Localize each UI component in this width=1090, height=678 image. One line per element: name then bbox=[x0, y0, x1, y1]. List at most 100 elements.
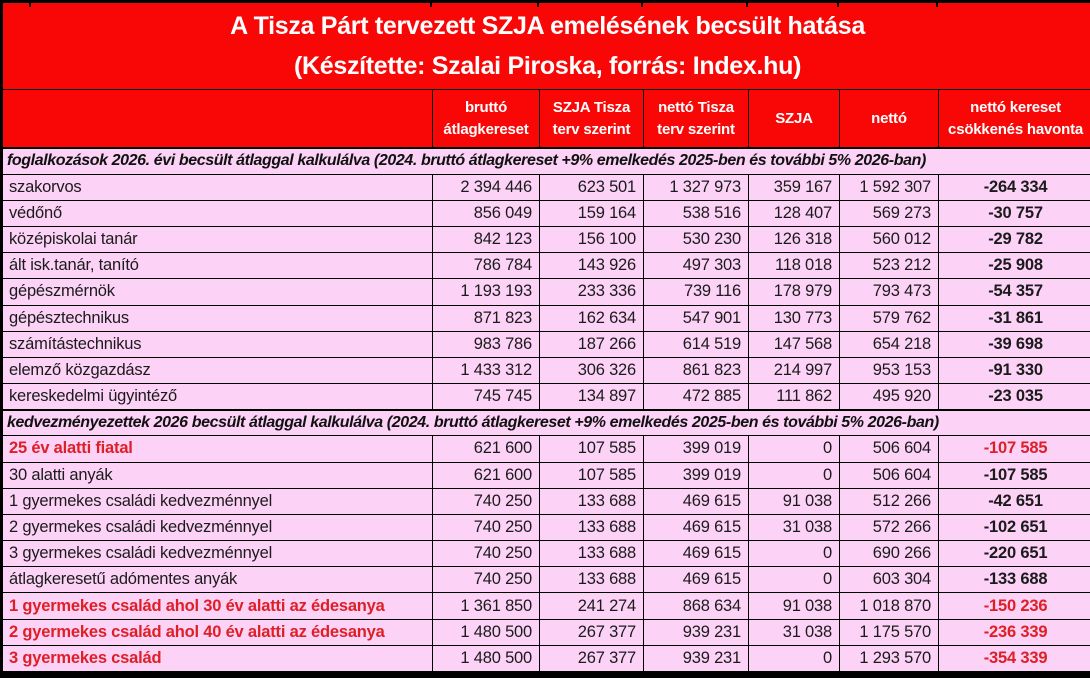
value-cell: 786 784 bbox=[432, 252, 540, 280]
row-label: kereskedelmi ügyintéző bbox=[2, 383, 433, 411]
value-cell: 1 175 570 bbox=[839, 618, 939, 646]
value-cell: 547 901 bbox=[643, 304, 749, 332]
value-cell: 91 038 bbox=[748, 487, 840, 515]
value-cell: 1 480 500 bbox=[432, 644, 540, 673]
value-cell: 130 773 bbox=[748, 304, 840, 332]
value-cell: 506 604 bbox=[839, 435, 939, 463]
value-cell: 1 592 307 bbox=[839, 173, 939, 201]
section-header-row: kedvezményezettek 2026 becsült átlaggal … bbox=[1, 408, 1090, 437]
net-decrease-cell: -30 757 bbox=[937, 199, 1090, 228]
value-cell: 118 018 bbox=[748, 252, 840, 280]
section-header: foglalkozások 2026. évi becsült átlaggal… bbox=[1, 146, 1090, 175]
col-header-netto-tisza-terv: nettó Tisza terv szerint bbox=[643, 89, 749, 149]
col-header-netto: nettó bbox=[839, 89, 939, 149]
net-decrease-cell: -29 782 bbox=[937, 226, 1090, 254]
table-row: 2 gyermekes család ahol 40 év alatti az … bbox=[2, 618, 1090, 646]
table-row: szakorvos 2 394 446 623 501 1 327 973 359 16… bbox=[2, 173, 1090, 201]
value-cell: 469 615 bbox=[643, 540, 749, 568]
value-cell: 128 407 bbox=[748, 199, 840, 228]
grid-tick bbox=[430, 2, 432, 7]
title-line-1: A Tisza Párt tervezett SZJA emelésének b… bbox=[230, 12, 865, 40]
value-cell: 793 473 bbox=[839, 278, 939, 306]
value-cell: 623 501 bbox=[539, 173, 644, 201]
value-cell: 126 318 bbox=[748, 226, 840, 254]
table-row: számítástechnikus 983 786 187 266 614 519 14… bbox=[2, 330, 1090, 358]
value-cell: 107 585 bbox=[539, 435, 644, 463]
table-row: középiskolai tanár 842 123 156 100 530 230 1… bbox=[2, 226, 1090, 254]
value-cell: 740 250 bbox=[432, 566, 540, 594]
table-row: 25 év alatti fiatal 621 600 107 585 399 019… bbox=[2, 435, 1090, 463]
section-header: kedvezményezettek 2026 becsült átlaggal … bbox=[1, 408, 1090, 437]
value-cell: 745 745 bbox=[432, 383, 540, 411]
row-label: védőnő bbox=[2, 199, 433, 228]
value-cell: 0 bbox=[748, 644, 840, 673]
value-cell: 214 997 bbox=[748, 356, 840, 385]
net-decrease-cell: -31 861 bbox=[937, 304, 1090, 332]
value-cell: 614 519 bbox=[643, 330, 749, 358]
row-label: 30 alatti anyák bbox=[2, 461, 433, 489]
value-cell: 740 250 bbox=[432, 540, 540, 568]
row-label: gépészmérnök bbox=[2, 278, 433, 306]
table-row: ált isk.tanár, tanító 786 784 143 926 497 3… bbox=[2, 252, 1090, 280]
value-cell: 569 273 bbox=[839, 199, 939, 228]
row-label: szakorvos bbox=[2, 173, 433, 201]
table-row: 3 gyermekes családi kedvezménnyel 740 250… bbox=[2, 540, 1090, 568]
value-cell: 1 433 312 bbox=[432, 356, 540, 385]
row-label: 3 gyermekes családi kedvezménnyel bbox=[2, 540, 433, 568]
value-cell: 1 327 973 bbox=[643, 173, 749, 201]
value-cell: 0 bbox=[748, 435, 840, 463]
table-row: védőnő 856 049 159 164 538 516 128 407 569 27… bbox=[2, 199, 1090, 228]
table-row: elemző közgazdász 1 433 312 306 326 861 823… bbox=[2, 356, 1090, 385]
net-decrease-cell: -236 339 bbox=[937, 618, 1090, 646]
section-header-row: foglalkozások 2026. évi becsült átlaggal… bbox=[1, 146, 1090, 175]
net-decrease-cell: -150 236 bbox=[937, 592, 1090, 620]
row-label: ált isk.tanár, tanító bbox=[2, 252, 433, 280]
value-cell: 162 634 bbox=[539, 304, 644, 332]
net-decrease-cell: -133 688 bbox=[937, 566, 1090, 594]
value-cell: 983 786 bbox=[432, 330, 540, 358]
row-label: 1 gyermekes család ahol 30 év alatti az … bbox=[2, 592, 433, 620]
value-cell: 133 688 bbox=[539, 513, 644, 542]
value-cell: 399 019 bbox=[643, 435, 749, 463]
value-cell: 1 480 500 bbox=[432, 618, 540, 646]
table-row: kereskedelmi ügyintéző 745 745 134 897 472 … bbox=[2, 383, 1090, 411]
net-decrease-cell: -23 035 bbox=[937, 383, 1090, 411]
table-body: foglalkozások 2026. évi becsült átlaggal… bbox=[1, 146, 1090, 673]
value-cell: 469 615 bbox=[643, 513, 749, 542]
value-cell: 579 762 bbox=[839, 304, 939, 332]
net-decrease-cell: -264 334 bbox=[937, 173, 1090, 201]
value-cell: 1 361 850 bbox=[432, 592, 540, 620]
table-row: 2 gyermekes családi kedvezménnyel 740 250… bbox=[2, 513, 1090, 542]
value-cell: 603 304 bbox=[839, 566, 939, 594]
value-cell: 740 250 bbox=[432, 487, 540, 515]
value-cell: 2 394 446 bbox=[432, 173, 540, 201]
title-row: A Tisza Párt tervezett SZJA emelésének b… bbox=[1, 2, 1090, 90]
value-cell: 178 979 bbox=[748, 278, 840, 306]
value-cell: 530 230 bbox=[643, 226, 749, 254]
value-cell: 0 bbox=[748, 566, 840, 594]
value-cell: 111 862 bbox=[748, 383, 840, 411]
value-cell: 107 585 bbox=[539, 461, 644, 489]
table-row: gépésztechnikus 871 823 162 634 547 901 130 … bbox=[2, 304, 1090, 332]
value-cell: 133 688 bbox=[539, 487, 644, 515]
value-cell: 739 116 bbox=[643, 278, 749, 306]
net-decrease-cell: -25 908 bbox=[937, 252, 1090, 280]
value-cell: 560 012 bbox=[839, 226, 939, 254]
value-cell: 147 568 bbox=[748, 330, 840, 358]
value-cell: 156 100 bbox=[539, 226, 644, 254]
title-line-2: (Készítette: Szalai Piroska, forrás: Ind… bbox=[293, 52, 802, 80]
column-header-row: bruttó átlagkereset SZJA Tisza terv szer… bbox=[2, 89, 1090, 149]
value-cell: 1 018 870 bbox=[839, 592, 939, 620]
row-label: 25 év alatti fiatal bbox=[2, 435, 433, 463]
value-cell: 133 688 bbox=[539, 566, 644, 594]
table-row: 1 gyermekes család ahol 30 év alatti az … bbox=[2, 592, 1090, 620]
value-cell: 861 823 bbox=[643, 356, 749, 385]
row-label: gépésztechnikus bbox=[2, 304, 433, 332]
grid-tick bbox=[641, 2, 643, 7]
value-cell: 868 634 bbox=[643, 592, 749, 620]
table-row: 1 gyermekes családi kedvezménnyel 740 250… bbox=[2, 487, 1090, 515]
value-cell: 690 266 bbox=[839, 540, 939, 568]
table-row: átlagkeresetű adómentes anyák 740 250 133 … bbox=[2, 566, 1090, 594]
value-cell: 939 231 bbox=[643, 644, 749, 673]
